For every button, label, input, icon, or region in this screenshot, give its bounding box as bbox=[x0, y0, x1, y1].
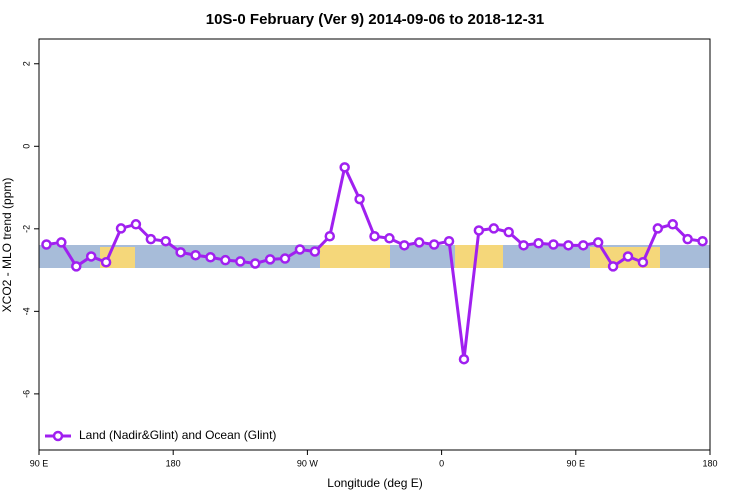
x-tick-label: 180 bbox=[702, 458, 717, 468]
y-tick-label: 2 bbox=[21, 61, 31, 66]
legend-label: Land (Nadir&Glint) and Ocean (Glint) bbox=[79, 428, 276, 442]
data-point bbox=[428, 239, 440, 250]
data-point bbox=[354, 193, 365, 205]
data-point bbox=[458, 353, 470, 365]
data-point bbox=[399, 240, 410, 251]
data-point bbox=[622, 251, 634, 262]
data-point bbox=[41, 239, 52, 250]
data-point bbox=[682, 233, 693, 245]
data-point bbox=[637, 256, 649, 268]
y-tick-label: -6 bbox=[21, 390, 31, 398]
data-point bbox=[235, 256, 246, 267]
legend-marker bbox=[52, 430, 64, 442]
y-tick-label: 0 bbox=[21, 144, 31, 149]
data-point bbox=[533, 238, 544, 249]
data-point bbox=[518, 240, 529, 251]
data-point bbox=[324, 230, 336, 242]
data-point bbox=[578, 240, 589, 251]
data-point bbox=[488, 223, 500, 234]
x-tick-label: 0 bbox=[439, 458, 444, 468]
data-point bbox=[369, 230, 380, 242]
data-point bbox=[443, 235, 455, 247]
data-point bbox=[85, 251, 97, 262]
data-point bbox=[607, 261, 619, 272]
data-point bbox=[145, 233, 157, 245]
data-point bbox=[548, 239, 559, 250]
data-point bbox=[175, 247, 186, 258]
data-point bbox=[130, 219, 142, 230]
data-point bbox=[652, 223, 664, 234]
y-tick-label: -2 bbox=[21, 225, 31, 233]
data-point bbox=[190, 249, 201, 261]
data-point bbox=[205, 252, 216, 263]
data-point bbox=[71, 261, 82, 272]
y-axis-label: XCO2 - MLO trend (ppm) bbox=[0, 178, 14, 313]
data-point bbox=[667, 219, 678, 230]
data-point bbox=[384, 233, 395, 244]
data-point bbox=[294, 244, 306, 255]
data-point bbox=[339, 162, 350, 173]
data-point bbox=[160, 235, 171, 247]
y-tick-label: -4 bbox=[21, 307, 31, 315]
x-tick-label: 90 E bbox=[567, 458, 586, 468]
data-point bbox=[220, 254, 231, 266]
data-point bbox=[100, 256, 112, 268]
data-point bbox=[56, 237, 67, 248]
data-point bbox=[473, 225, 485, 236]
data-point bbox=[279, 253, 291, 264]
x-tick-label: 90 E bbox=[30, 458, 49, 468]
data-point bbox=[115, 223, 127, 234]
x-axis-label: Longitude (deg E) bbox=[327, 476, 422, 490]
data-point bbox=[264, 254, 276, 265]
chart-title: 10S-0 February (Ver 9) 2014-09-06 to 201… bbox=[206, 11, 545, 28]
data-point bbox=[592, 237, 604, 248]
data-point bbox=[309, 246, 321, 257]
x-tick-label: 180 bbox=[166, 458, 181, 468]
plot-frame bbox=[38, 38, 711, 451]
data-point bbox=[249, 258, 261, 269]
data-point bbox=[503, 226, 514, 238]
x-tick-label: 90 W bbox=[297, 458, 319, 468]
data-point bbox=[413, 237, 425, 248]
map-strip bbox=[39, 245, 710, 268]
data-point bbox=[697, 235, 708, 247]
data-point bbox=[563, 240, 574, 251]
